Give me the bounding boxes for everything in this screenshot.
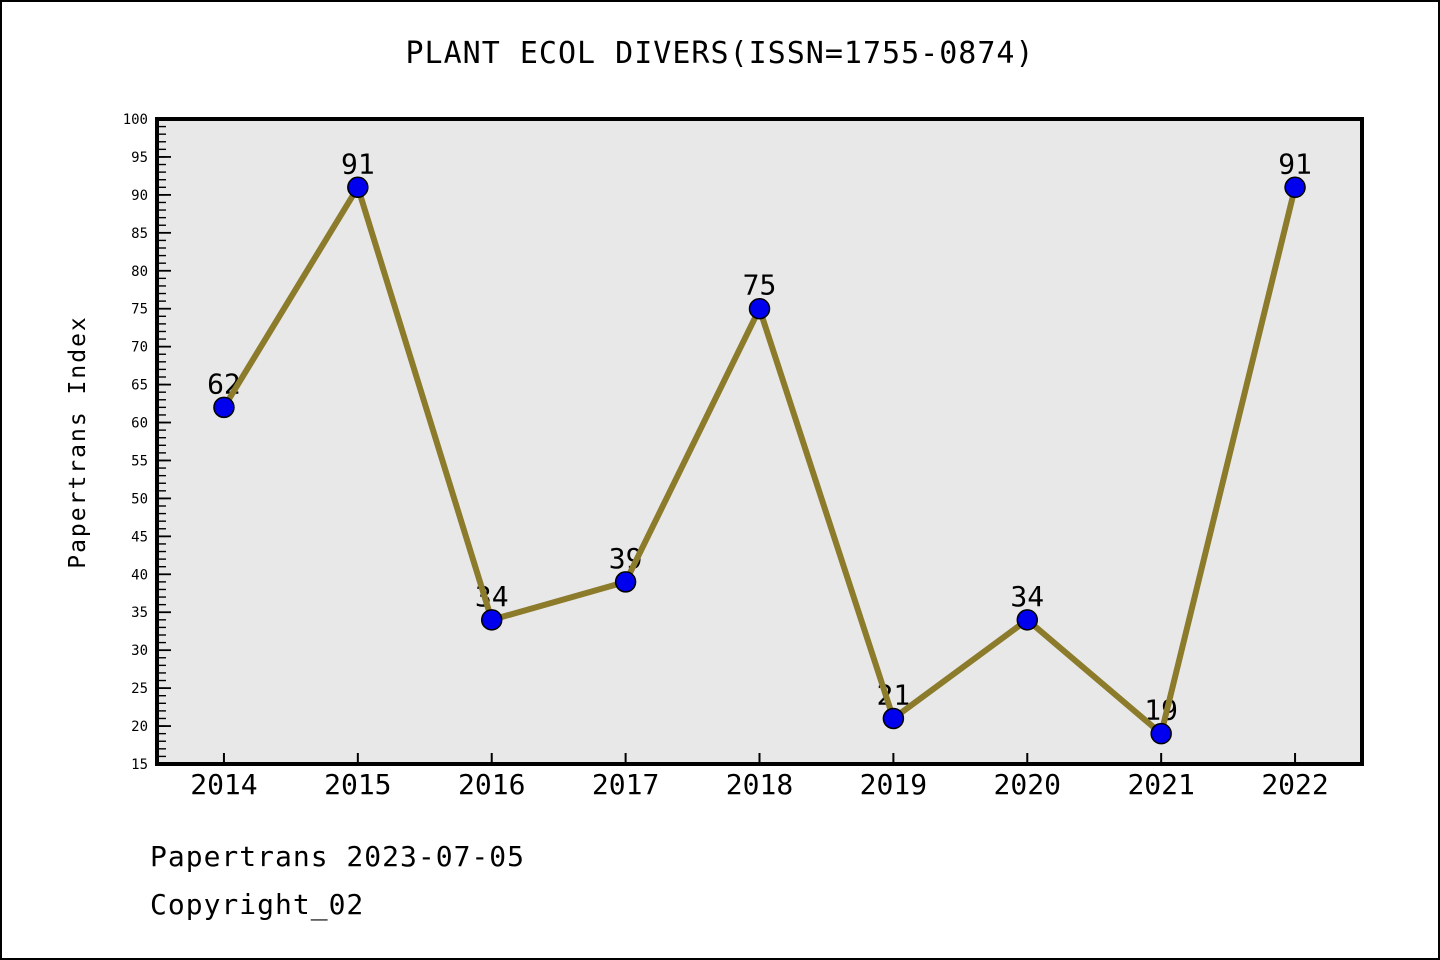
x-tick-label: 2017 xyxy=(592,768,659,801)
x-tick-label: 2022 xyxy=(1261,768,1328,801)
y-tick-label: 45 xyxy=(131,529,148,545)
y-tick-label: 20 xyxy=(131,719,148,735)
plot-border xyxy=(155,117,1364,766)
footer-date: Papertrans 2023-07-05 xyxy=(150,840,526,873)
data-point xyxy=(882,707,905,730)
data-point xyxy=(1284,176,1306,199)
data-point xyxy=(748,297,771,320)
x-tick-label: 2020 xyxy=(994,768,1061,801)
y-tick-label: 25 xyxy=(131,681,148,697)
x-tick-label: 2021 xyxy=(1127,768,1194,801)
x-tick-label: 2015 xyxy=(324,768,391,801)
x-tick-label: 2018 xyxy=(726,768,793,801)
y-tick-label: 35 xyxy=(131,605,148,621)
y-tick-label: 30 xyxy=(131,643,148,659)
y-tick-label: 65 xyxy=(131,378,148,394)
y-tick-label: 95 xyxy=(131,150,148,166)
plot-area xyxy=(157,119,1362,764)
y-tick-label: 70 xyxy=(131,340,148,356)
x-tick-label: 2014 xyxy=(190,768,257,801)
y-tick-label: 100 xyxy=(123,112,148,128)
data-point xyxy=(1016,609,1039,631)
y-tick-label: 40 xyxy=(131,567,148,583)
data-point xyxy=(1150,722,1172,745)
footer-copyright: Copyright_02 xyxy=(150,888,365,921)
data-point-label: 91 xyxy=(341,147,375,180)
y-tick-label: 15 xyxy=(131,757,148,773)
y-tick-label: 85 xyxy=(131,226,148,242)
y-tick-label: 60 xyxy=(131,416,148,432)
data-point-label: 91 xyxy=(1278,147,1312,180)
chart-title: PLANT ECOL DIVERS(ISSN=1755-0874) xyxy=(405,36,1035,71)
data-point-label: 75 xyxy=(743,269,777,302)
data-point xyxy=(347,176,369,199)
data-point xyxy=(614,571,637,593)
data-point xyxy=(213,396,235,419)
data-point-label: 34 xyxy=(1010,580,1044,613)
y-tick-label: 75 xyxy=(131,302,148,318)
y-tick-label: 80 xyxy=(131,264,148,280)
y-tick-label: 90 xyxy=(131,188,148,204)
y-tick-label: 55 xyxy=(131,453,148,469)
data-point xyxy=(480,609,503,631)
x-tick-label: 2016 xyxy=(458,768,525,801)
x-tick-label: 2019 xyxy=(860,768,927,801)
y-tick-label: 50 xyxy=(131,491,148,507)
